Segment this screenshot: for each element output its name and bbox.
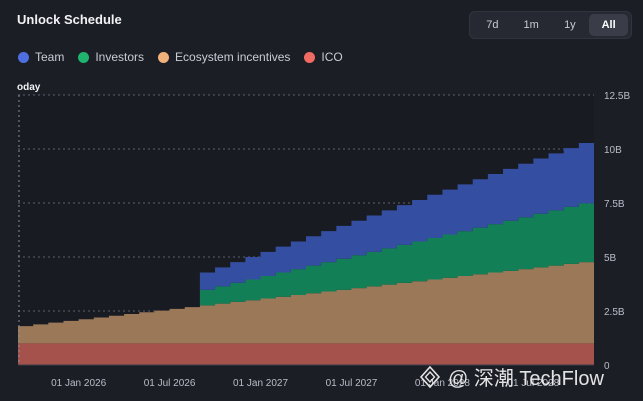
area-ecosystem-incentives [18,260,594,344]
x-tick-label: 01 Jul 2028 [508,378,560,389]
legend-dot-ecosystem-incentives [158,51,170,63]
x-tick-label: 01 Jul 2026 [144,378,196,389]
range-1m-button[interactable]: 1m [523,19,539,31]
legend-label-investors: Investors [95,50,145,64]
range-1y-button[interactable]: 1y [564,19,576,31]
legend-label-ecosystem-incentives: Ecosystem incentives [175,50,291,64]
x-tick-label: 01 Jan 2026 [51,378,106,389]
area-investors [18,199,594,327]
y-tick-label: 12.5B [604,91,630,102]
legend-dot-investors [78,51,90,63]
range-all-button[interactable]: All [589,14,628,36]
chart-title: Unlock Schedule [17,12,122,27]
watermark-text: @ 深潮 TechFlow [448,368,604,390]
legend-item-team[interactable]: Team [18,50,64,64]
legend-item-ico[interactable]: ICO [304,50,343,64]
stacked-areas [18,137,594,365]
x-tick-label: 01 Jul 2027 [326,378,378,389]
y-tick-label: 2.5B [604,307,625,318]
y-axis-ticks: 0 2.5B 5B 7.5B 10B 12.5B [604,91,630,372]
legend-label-ico: ICO [321,50,343,64]
legend-dot-team [18,51,29,63]
x-tick-label: 01 Jan 2028 [415,378,470,389]
legend-item-investors[interactable]: Investors [78,50,144,64]
today-marker-label: oday [17,82,41,93]
legend-dot-ico [304,51,316,63]
x-tick-label: 01 Jan 2027 [233,378,288,389]
watermark: @ 深潮 TechFlow [418,362,604,391]
legend-item-ecosystem-incentives[interactable]: Ecosystem incentives [158,50,290,64]
y-tick-label: 7.5B [604,199,625,210]
legend-label-team: Team [35,50,65,64]
y-tick-label: 5B [604,253,617,264]
area-ico [18,343,594,365]
techflow-logo-icon [419,365,441,388]
range-7d-button[interactable]: 7d [486,19,499,31]
time-range-selector: 7d 1m 1y All [469,11,632,39]
x-axis-ticks: 01 Jan 2026 01 Jul 2026 01 Jan 2027 01 Jul … [51,378,560,389]
chart-legend: Team Investors Ecosystem incentives ICO [18,50,343,64]
y-tick-label: 10B [604,145,622,156]
y-tick-label: 0 [604,361,610,372]
